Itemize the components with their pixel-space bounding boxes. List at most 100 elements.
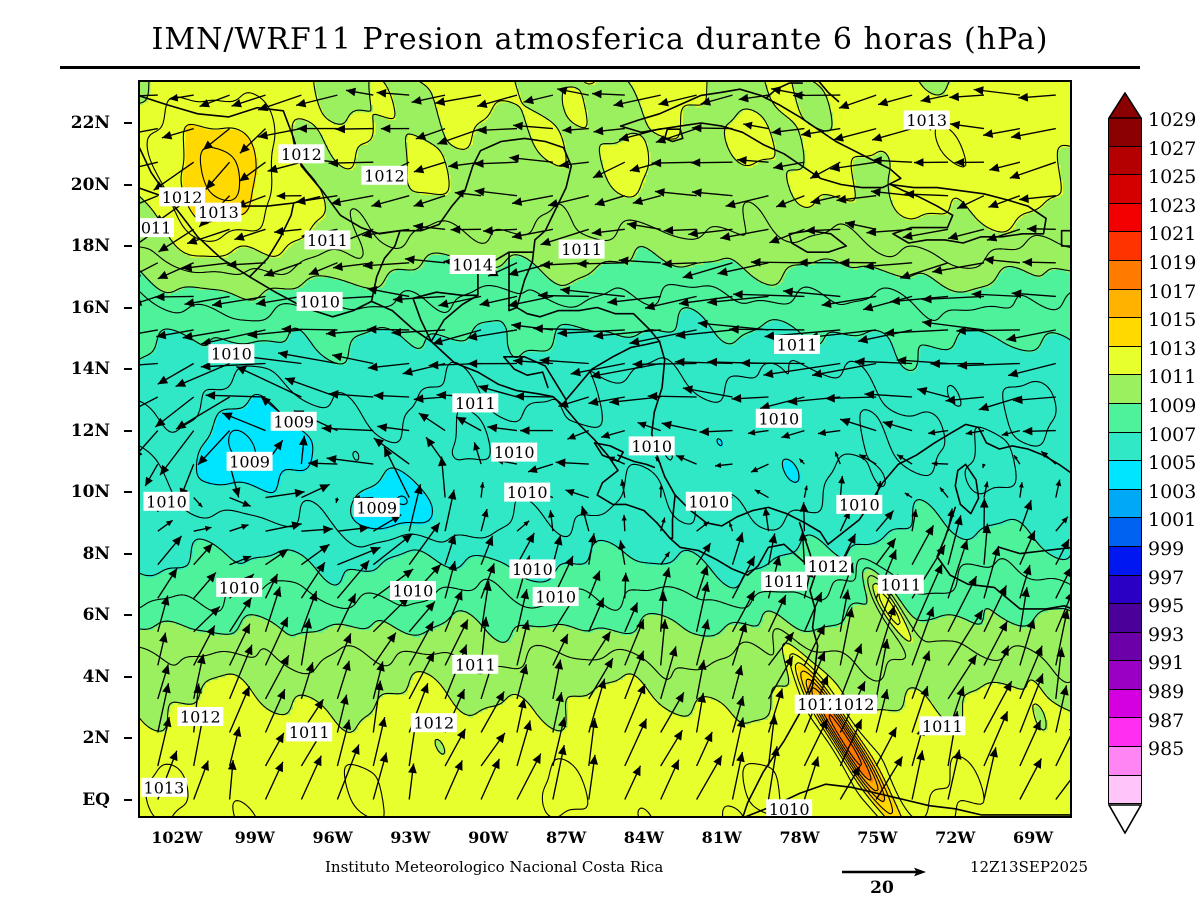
- contour-label: 1011: [452, 654, 499, 674]
- colorbar-label: 1019: [1148, 252, 1197, 274]
- y-axis-tick: 6N: [82, 605, 110, 626]
- colorbar-label: 993: [1148, 623, 1185, 646]
- y-axis-tickmark: [124, 614, 132, 617]
- contour-label: 1011: [761, 571, 807, 591]
- svg-text:1012: 1012: [281, 145, 322, 164]
- wind-scale-legend: 20: [838, 862, 948, 900]
- contour-label: 1012: [805, 556, 852, 576]
- svg-text:1011: 1011: [289, 723, 330, 742]
- svg-text:1011: 1011: [455, 655, 496, 674]
- svg-text:1009: 1009: [229, 452, 270, 471]
- svg-text:1010: 1010: [211, 345, 252, 364]
- colorbar-label: 1005: [1148, 452, 1197, 475]
- svg-text:1010: 1010: [146, 492, 187, 511]
- x-axis-tick: 75W: [857, 828, 898, 847]
- svg-text:1011: 1011: [561, 240, 602, 259]
- colorbar-bottom-arrow: [1107, 804, 1143, 836]
- x-axis-tick: 84W: [623, 828, 665, 847]
- colorbar-label: 1025: [1148, 166, 1197, 189]
- y-axis-tick: 18N: [70, 236, 110, 257]
- svg-text:1009: 1009: [273, 412, 314, 431]
- svg-text:1010: 1010: [219, 578, 260, 597]
- colorbar-swatch: [1108, 289, 1142, 319]
- contour-label: 1011: [919, 716, 966, 736]
- svg-text:1011: 1011: [777, 335, 818, 354]
- wind-scale-value: 20: [870, 878, 894, 898]
- title-divider: [60, 66, 1140, 69]
- contour-label: 1011: [304, 230, 351, 250]
- colorbar-label: 989: [1148, 681, 1185, 703]
- x-axis-tick: 93W: [390, 828, 431, 847]
- y-axis-tickmark: [124, 122, 132, 125]
- contour-label: 1010: [509, 559, 556, 579]
- svg-text:1012: 1012: [364, 166, 405, 185]
- contour-label: 1012: [794, 694, 841, 714]
- contour-label: 1012: [278, 144, 325, 164]
- y-axis-tick: 8N: [82, 543, 110, 564]
- x-axis-tick: 96W: [312, 828, 353, 847]
- contour-label: 1010: [390, 581, 436, 601]
- contour-label: 1010: [491, 442, 538, 462]
- svg-text:1013: 1013: [906, 111, 947, 130]
- contour-label: 1012: [159, 187, 206, 207]
- colorbar-label: 1001: [1148, 509, 1197, 532]
- y-axis-tickmark: [124, 552, 132, 555]
- y-axis-tick: 2N: [82, 728, 110, 749]
- colorbar-label: 1021: [1148, 223, 1197, 246]
- colorbar-label: 991: [1148, 652, 1185, 675]
- colorbar-label: 987: [1148, 709, 1185, 732]
- colorbar-swatch: [1108, 260, 1142, 290]
- contour-label: 1010: [685, 491, 732, 511]
- colorbar-swatch: [1108, 546, 1142, 576]
- footer: Instituto Meteorologico Nacional Costa R…: [0, 858, 1200, 900]
- contour-label: 1011: [774, 334, 820, 354]
- colorbar-swatch: [1108, 432, 1142, 462]
- colorbar-swatch: [1108, 318, 1142, 347]
- contour-label: 1012: [177, 707, 224, 727]
- pressure-shading-layer: [138, 80, 1072, 818]
- contour-label: 1011: [452, 393, 499, 413]
- timestamp: 12Z13SEP2025: [970, 858, 1089, 876]
- contour-label: 1010: [628, 436, 675, 456]
- contour-label: 1011: [558, 239, 605, 259]
- svg-text:1013: 1013: [144, 778, 185, 797]
- contour-label: 1010: [296, 291, 343, 311]
- contour-label: 1011: [877, 574, 924, 594]
- contour-label: 1009: [353, 497, 400, 517]
- svg-text:1010: 1010: [839, 495, 880, 514]
- svg-text:1010: 1010: [535, 588, 576, 607]
- colorbar-label: 1023: [1148, 194, 1197, 217]
- colorbar-swatch: [1108, 461, 1142, 490]
- colorbar-swatch: [1108, 118, 1142, 147]
- colorbar-label: 1007: [1148, 423, 1197, 446]
- colorbar-label: 1029: [1148, 109, 1197, 131]
- colorbar-swatch: [1108, 403, 1142, 433]
- svg-text:1012: 1012: [797, 695, 838, 714]
- svg-text:1010: 1010: [688, 492, 729, 511]
- contour-label: 1009: [226, 451, 273, 471]
- colorbar-label: 1003: [1148, 480, 1197, 503]
- colorbar-swatch: [1108, 604, 1142, 633]
- contour-label: 1010: [836, 494, 883, 514]
- colorbar-label: 1009: [1148, 395, 1197, 417]
- colorbar-top-arrow: [1107, 91, 1143, 119]
- contour-label: 1013: [195, 202, 242, 222]
- y-axis-tick: 14N: [70, 359, 110, 380]
- svg-text:1014: 1014: [452, 256, 493, 275]
- colorbar-swatch: [1108, 689, 1142, 719]
- svg-text:1012: 1012: [180, 708, 221, 727]
- svg-text:1011: 1011: [138, 219, 171, 238]
- colorbar-label: 999: [1148, 538, 1185, 560]
- colorbar-swatch: [1108, 518, 1142, 547]
- x-axis-tick: 87W: [545, 828, 587, 847]
- contour-label: 1010: [766, 799, 813, 818]
- contour-label: 1010: [504, 482, 551, 502]
- colorbar-swatch: [1108, 747, 1142, 776]
- colorbar-swatch: [1108, 175, 1142, 204]
- y-axis-tick: EQ: [82, 789, 110, 810]
- colorbar-swatch: [1108, 661, 1142, 690]
- contour-label: 1012: [361, 165, 408, 185]
- y-axis-tick: 22N: [70, 113, 110, 134]
- contour-label: 1011: [286, 722, 333, 742]
- svg-text:1013: 1013: [198, 203, 239, 222]
